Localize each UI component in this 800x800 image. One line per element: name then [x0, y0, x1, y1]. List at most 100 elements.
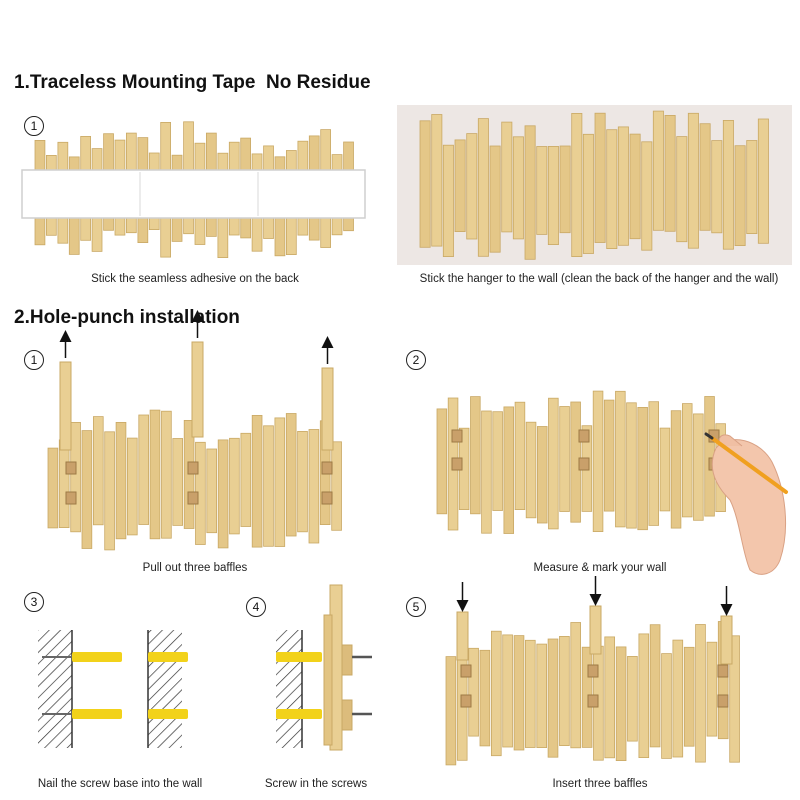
wood-slat	[138, 414, 150, 525]
wood-slat	[217, 439, 229, 549]
wood-slat	[297, 430, 308, 533]
wood-slat	[285, 413, 297, 537]
wood-slat	[559, 636, 570, 747]
s2-step-2-badge: 2	[406, 350, 426, 370]
wood-slat	[641, 141, 653, 251]
wood-slat	[627, 656, 638, 742]
wood-slat	[603, 399, 615, 512]
rack-on-wall	[419, 110, 769, 260]
mount-hole	[578, 457, 590, 471]
s2-step-5-badge: 5	[406, 597, 426, 617]
baffle	[720, 615, 733, 665]
mount-hole	[321, 461, 333, 475]
mount-hole	[587, 664, 599, 678]
wood-slat	[757, 118, 769, 244]
wood-slat	[537, 426, 548, 524]
wood-slat	[47, 447, 59, 529]
wood-slat	[489, 145, 501, 253]
mount-hole	[460, 664, 472, 678]
adhesive-tape	[21, 169, 366, 219]
wood-slat	[682, 403, 693, 518]
wood-slat	[127, 437, 138, 536]
mount-hole	[187, 491, 199, 505]
rack-baffles-pulled	[47, 310, 342, 551]
wood-slat	[503, 406, 514, 534]
wood-slat	[729, 635, 740, 763]
wood-slat	[308, 429, 320, 544]
mount-hole	[587, 694, 599, 708]
wood-slat	[592, 390, 604, 533]
wood-slat	[513, 635, 525, 751]
wood-slat	[481, 410, 492, 534]
wood-slat	[240, 432, 252, 527]
wood-slat	[115, 421, 127, 540]
s2-step-3-badge: 3	[24, 592, 44, 612]
wood-slat	[331, 441, 342, 531]
wall-cross-section-right	[147, 630, 182, 748]
wood-slat	[81, 430, 93, 549]
wood-slat	[617, 126, 629, 246]
wall-cross-section-step4	[276, 630, 322, 748]
wood-slat	[479, 649, 491, 747]
mount-hole	[717, 664, 729, 678]
s2-step-3-caption: Nail the screw base into the wall	[37, 778, 203, 790]
section-1-title: 1.Traceless Mounting Tape No Residue	[14, 72, 371, 93]
wood-slat	[699, 123, 711, 231]
wood-slat	[676, 136, 688, 243]
wood-slat	[274, 417, 286, 547]
wood-slat	[670, 410, 682, 529]
wood-slat	[436, 408, 448, 515]
wood-slat	[711, 140, 723, 234]
mount-hole	[578, 429, 590, 443]
mount-hole	[187, 461, 199, 475]
wood-slat	[629, 133, 641, 240]
wood-slat	[525, 421, 537, 519]
wood-slat	[93, 416, 104, 526]
wood-slat	[734, 145, 746, 246]
wood-slat	[571, 113, 583, 257]
wood-slat	[659, 427, 671, 512]
wood-slat	[706, 641, 718, 737]
wood-slat	[58, 439, 70, 528]
wood-slat	[172, 438, 184, 526]
mount-hole	[451, 429, 463, 443]
screw-anchors-step3	[42, 652, 188, 719]
baffle	[59, 361, 72, 451]
wood-slat	[582, 133, 594, 254]
wood-slat	[501, 121, 513, 233]
wood-slat	[649, 624, 661, 748]
wood-slat	[502, 634, 513, 748]
mount-hole	[65, 461, 77, 475]
s2-step-1-caption: Pull out three baffles	[142, 562, 248, 574]
wood-slat	[70, 421, 81, 533]
wood-slat	[512, 136, 524, 240]
mount-hole	[460, 694, 472, 708]
mount-hole	[451, 457, 463, 471]
wood-slat	[559, 406, 570, 512]
wood-slat	[687, 112, 699, 249]
wood-slat	[683, 646, 695, 747]
wood-slat	[477, 118, 489, 257]
wood-slat	[206, 448, 218, 534]
wood-slat	[661, 653, 672, 759]
wood-slat	[594, 112, 606, 243]
wood-slat	[652, 110, 664, 231]
baffle	[589, 605, 602, 655]
rack-side-view	[323, 584, 372, 751]
wood-slat	[559, 145, 571, 234]
rack-measure	[436, 390, 726, 534]
section-2-title: 2.Hole-punch installation	[14, 307, 240, 328]
wood-slat	[514, 401, 526, 511]
wood-slat	[442, 144, 454, 257]
s2-step-4-caption: Screw in the screws	[264, 778, 368, 790]
s2-step-2-caption: Measure & mark your wall	[533, 562, 667, 574]
wood-slat	[468, 647, 479, 737]
wood-slat	[626, 402, 637, 529]
wood-slat	[615, 646, 627, 762]
wood-slat	[229, 437, 240, 535]
wood-slat	[536, 643, 547, 748]
wood-slat	[547, 145, 559, 245]
wood-slat	[638, 633, 650, 759]
wood-slat	[251, 414, 263, 548]
